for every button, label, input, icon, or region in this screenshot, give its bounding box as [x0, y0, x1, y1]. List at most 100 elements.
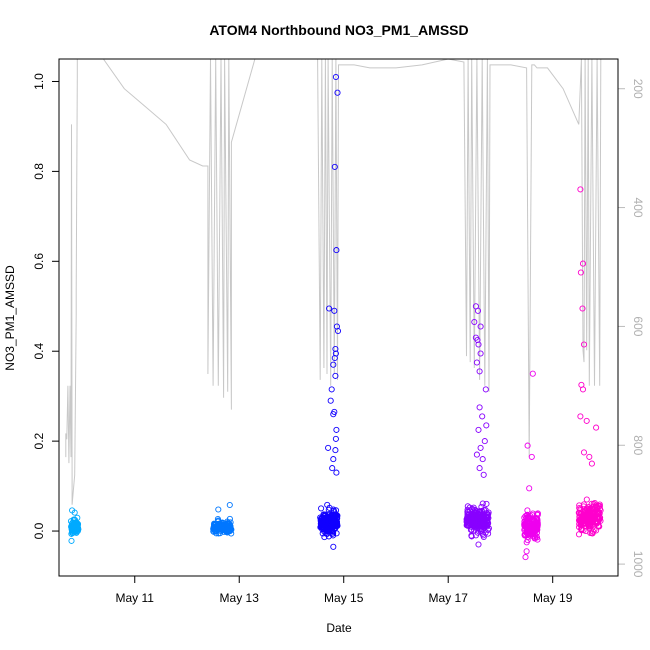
- data-point: [522, 554, 529, 561]
- series-1: [67, 507, 82, 544]
- y-tick-label: 0.0: [32, 522, 46, 539]
- y-tick-label: 0.2: [32, 432, 46, 449]
- data-point: [332, 372, 339, 379]
- data-point: [226, 528, 233, 535]
- data-point: [480, 533, 487, 541]
- y-tick-label: 1.0: [32, 73, 46, 90]
- right-tick-label: 1000: [631, 551, 645, 578]
- data-point: [586, 523, 593, 530]
- data-point: [523, 548, 530, 555]
- series-6: [575, 186, 604, 538]
- data-point: [332, 447, 339, 454]
- series-2: [210, 501, 235, 537]
- data-point: [522, 520, 529, 527]
- data-point: [331, 307, 338, 314]
- data-point: [588, 460, 595, 467]
- data-point: [479, 530, 486, 537]
- data-point: [333, 523, 340, 530]
- data-point: [476, 465, 483, 472]
- data-point: [318, 505, 325, 512]
- data-point: [473, 451, 480, 458]
- series-3: [317, 73, 342, 550]
- data-point: [476, 404, 483, 411]
- data-point: [69, 530, 76, 537]
- data-point: [477, 323, 484, 330]
- data-point: [521, 521, 528, 528]
- data-point: [228, 526, 235, 534]
- data-point: [481, 438, 488, 445]
- data-point: [334, 327, 342, 335]
- data-point: [527, 532, 534, 539]
- data-point: [583, 496, 590, 503]
- data-point: [333, 469, 340, 476]
- data-point: [330, 543, 337, 550]
- data-point: [583, 417, 590, 424]
- data-point: [469, 522, 476, 529]
- x-tick-label: May 17: [429, 591, 469, 605]
- data-point: [332, 345, 339, 353]
- data-point: [71, 519, 78, 526]
- data-point: [521, 531, 528, 538]
- data-point: [585, 521, 592, 528]
- x-tick-label: May 13: [220, 591, 260, 605]
- y-tick-label: 0.4: [32, 343, 46, 360]
- data-point: [526, 524, 534, 531]
- data-point: [334, 89, 341, 96]
- data-point: [330, 456, 337, 463]
- data-point: [530, 521, 538, 528]
- data-point: [479, 413, 486, 420]
- points-layer: [67, 73, 604, 561]
- data-point: [481, 515, 488, 522]
- data-point: [577, 186, 584, 193]
- data-point: [325, 444, 332, 451]
- data-point: [529, 370, 536, 377]
- data-point: [532, 523, 539, 530]
- data-point: [331, 163, 338, 170]
- data-point: [577, 413, 584, 420]
- data-point: [331, 354, 338, 362]
- data-point: [468, 513, 476, 520]
- data-point: [529, 515, 536, 522]
- right-tick-label: 200: [631, 79, 645, 99]
- plot-frame: [58, 58, 619, 577]
- data-point: [211, 522, 218, 529]
- chart-title: ATOM4 Northbound NO3_PM1_AMSSD: [209, 22, 468, 38]
- data-point: [579, 260, 587, 267]
- data-point: [595, 522, 602, 529]
- data-point: [330, 411, 337, 418]
- data-point: [322, 514, 329, 521]
- data-point: [524, 507, 531, 514]
- data-point: [333, 323, 340, 330]
- data-point: [474, 336, 481, 344]
- data-point: [527, 523, 535, 530]
- data-point: [324, 530, 331, 537]
- data-point: [589, 530, 596, 537]
- data-point: [480, 523, 487, 530]
- data-point: [226, 515, 233, 522]
- data-point: [327, 397, 334, 404]
- data-point: [475, 541, 482, 548]
- data-point: [531, 535, 538, 542]
- data-point: [473, 359, 480, 366]
- data-point: [577, 269, 584, 276]
- data-point: [468, 533, 475, 540]
- data-point: [215, 506, 222, 513]
- data-point: [586, 453, 593, 460]
- data-point: [226, 501, 233, 509]
- data-point: [329, 465, 336, 472]
- data-point: [593, 424, 600, 431]
- data-point: [212, 528, 219, 535]
- data-point: [485, 519, 492, 527]
- data-point: [222, 527, 229, 534]
- x-tick-label: May 11: [116, 591, 155, 605]
- data-point: [483, 422, 490, 429]
- data-point: [581, 506, 588, 513]
- data-point: [215, 522, 222, 529]
- data-point: [332, 435, 339, 442]
- data-point: [480, 471, 487, 478]
- data-point: [475, 426, 482, 433]
- data-point: [331, 511, 338, 518]
- data-point: [68, 537, 75, 544]
- data-point: [333, 426, 340, 433]
